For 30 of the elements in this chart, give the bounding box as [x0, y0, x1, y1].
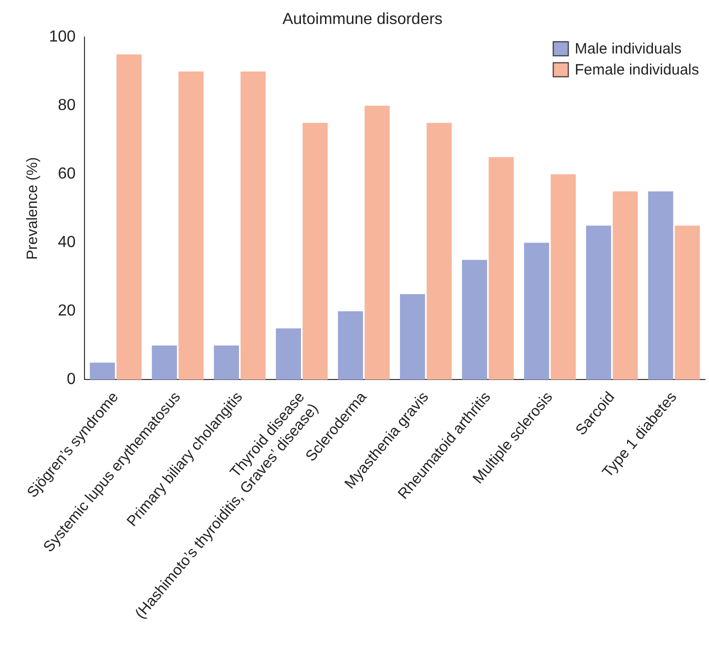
bar: [178, 71, 204, 380]
bar: [364, 106, 390, 380]
bar: [152, 345, 177, 380]
legend-label: Male individuals: [574, 40, 682, 58]
y-tick-label: 20: [58, 302, 76, 320]
y-tick-label: 80: [58, 97, 76, 114]
bar: [276, 328, 301, 380]
bar: [400, 294, 426, 380]
legend-label: Female individuals: [574, 61, 700, 78]
y-tick-label: 60: [58, 166, 76, 183]
bar: [648, 191, 674, 380]
bar: [116, 54, 142, 380]
bar: [674, 226, 700, 380]
bar: [524, 242, 550, 380]
bar: [488, 157, 514, 380]
y-tick-label: 0: [66, 371, 76, 388]
bar: [302, 122, 328, 380]
bar: [240, 71, 266, 380]
bar: [612, 191, 638, 380]
bar: [586, 226, 612, 380]
y-tick-label: 40: [58, 234, 76, 252]
bar: [550, 174, 576, 380]
chart-title: Autoimmune disorders: [282, 11, 443, 28]
y-axis-title: Prevalence (%): [24, 157, 42, 260]
bar: [338, 311, 364, 380]
bar: [90, 362, 115, 380]
bar: [426, 122, 452, 380]
y-tick-label: 100: [48, 28, 76, 46]
bar: [462, 260, 488, 380]
bar: [214, 345, 239, 380]
